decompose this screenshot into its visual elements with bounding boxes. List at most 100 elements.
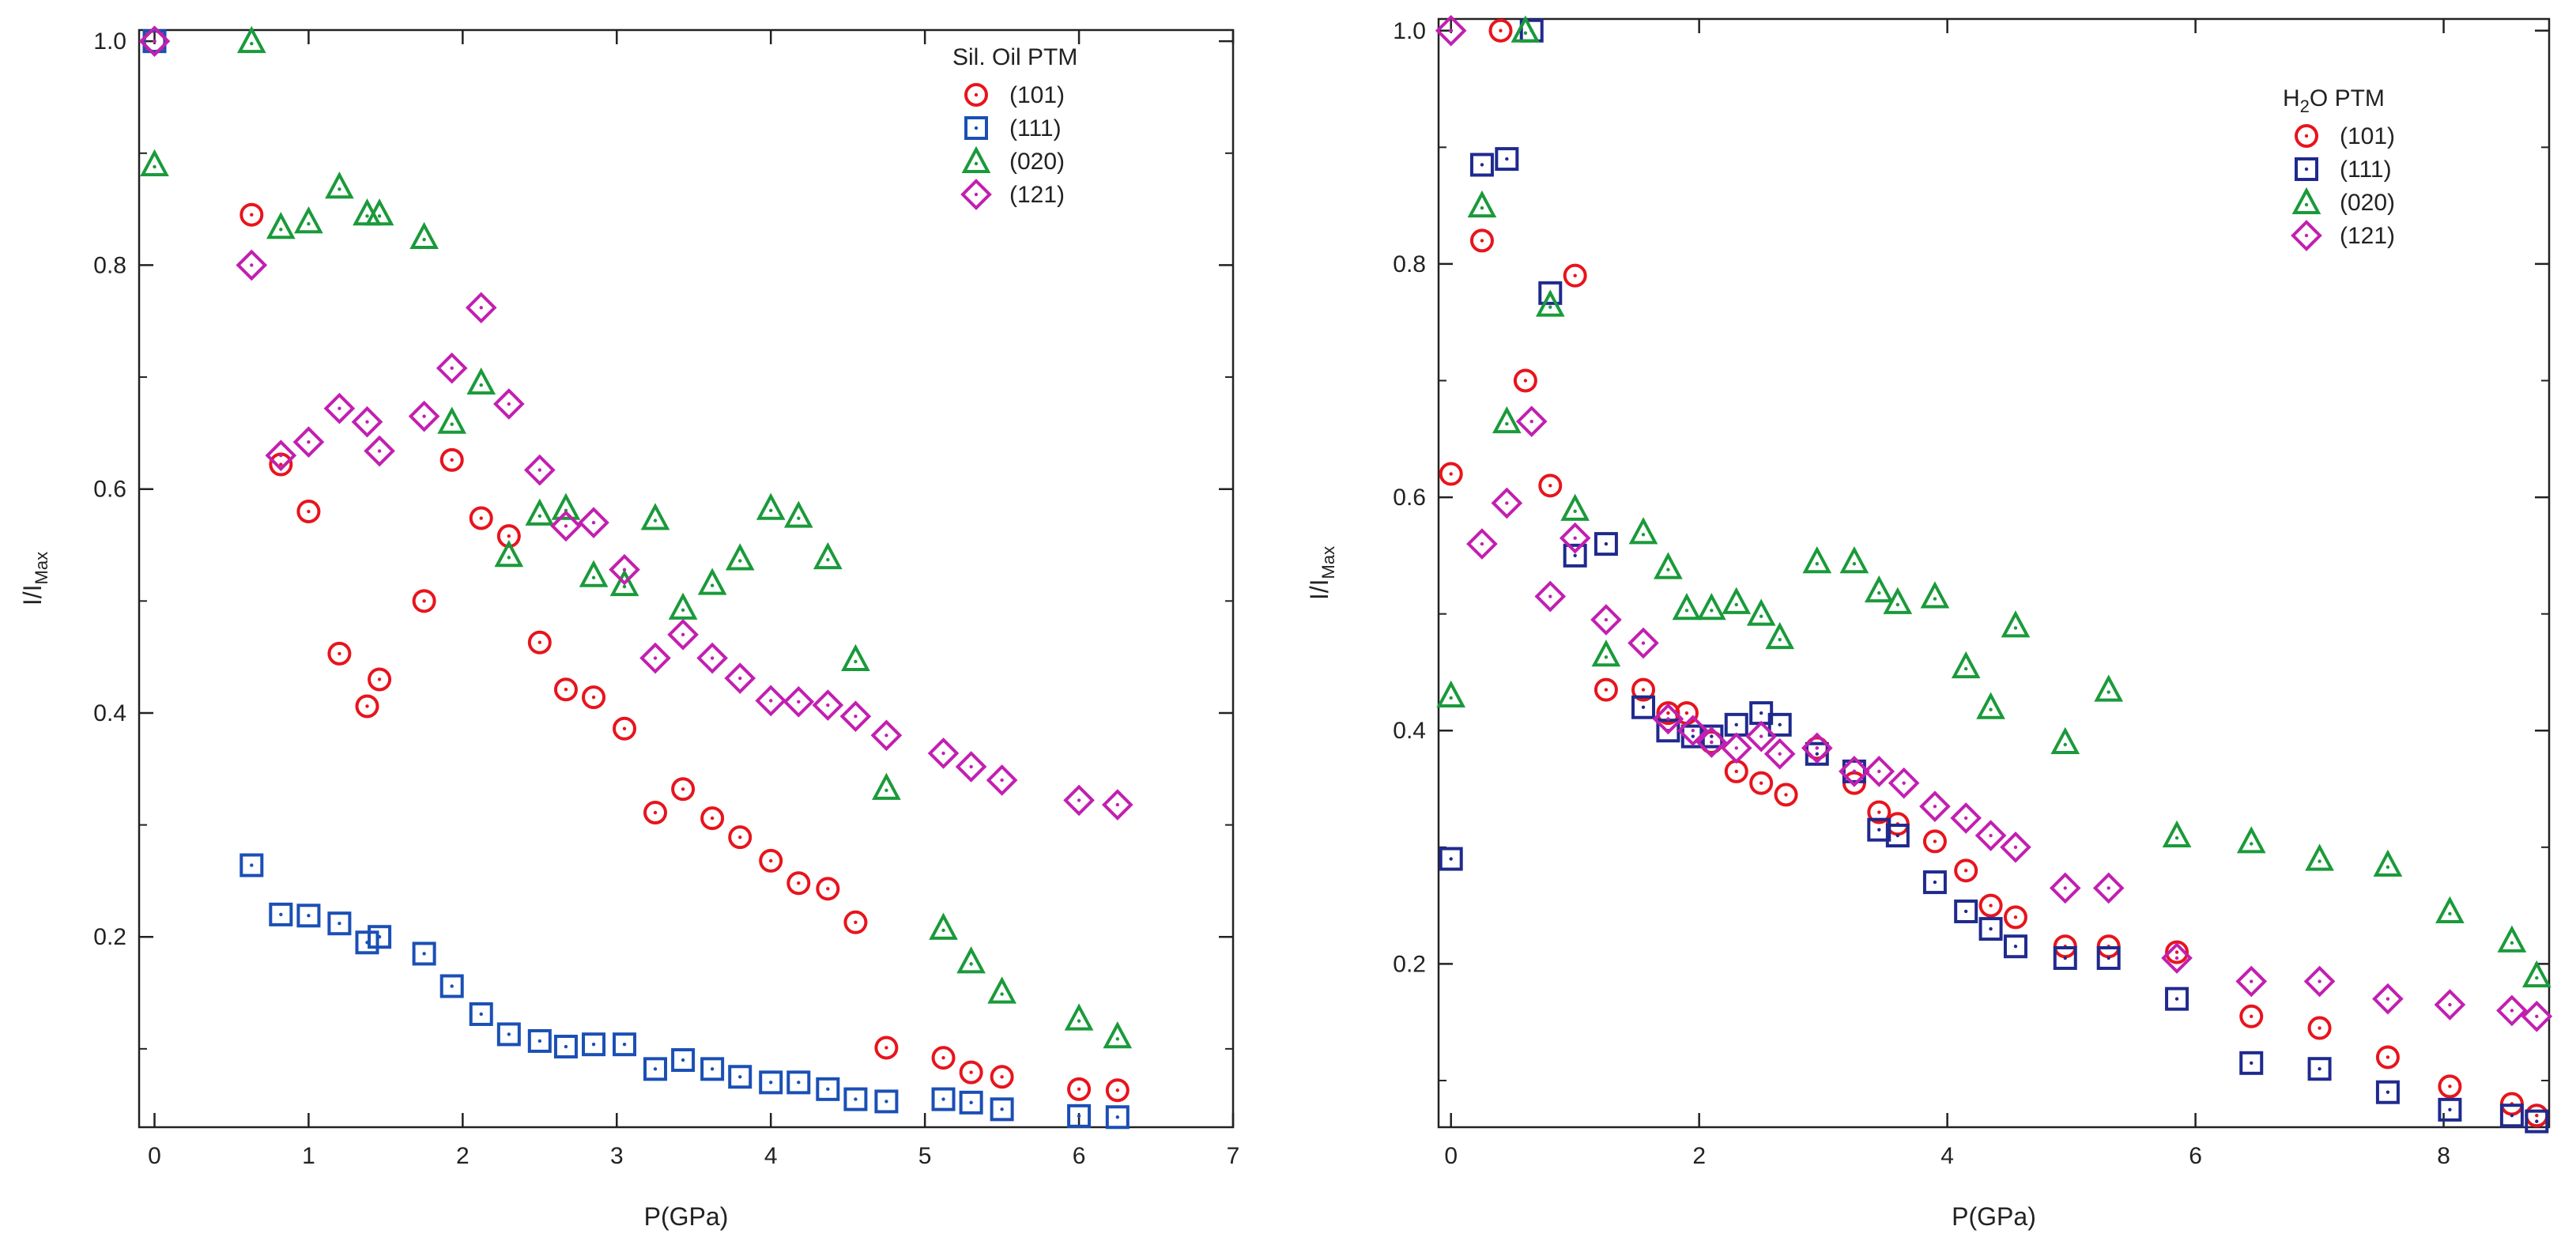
series-101-point-18 — [1922, 829, 1947, 854]
series-101-point-5 — [1563, 263, 1587, 288]
series-020-point-13 — [1765, 621, 1795, 650]
series-121-point-15 — [1839, 756, 1870, 787]
x-tick-label: 0 — [148, 1143, 161, 1169]
series-101-point-dot — [479, 516, 483, 520]
series-101-point-21 — [2003, 905, 2027, 930]
series-020-point-dot — [2063, 742, 2067, 747]
series-101-point-11 — [527, 630, 552, 655]
series-101-point-dot — [279, 462, 283, 466]
series-121-point-23 — [2092, 872, 2125, 904]
series-020-point-7 — [409, 221, 439, 250]
series-101-point-1 — [239, 202, 264, 227]
series-111-point-dot — [2106, 956, 2110, 960]
series-111 — [142, 29, 1130, 1130]
legend-marker-point-2 — [2291, 187, 2321, 214]
series-121-point-dot — [507, 402, 511, 406]
series-121-point-29 — [2496, 994, 2528, 1027]
series-101-point-23 — [874, 1036, 899, 1060]
series-121-point-25 — [2235, 965, 2268, 998]
series-121-point-25 — [955, 751, 987, 783]
series-111-point-19 — [1954, 899, 1978, 923]
series-101-point-dot — [564, 688, 568, 692]
series-121-point-dot — [2063, 886, 2067, 890]
x-tick-label: 3 — [610, 1143, 624, 1169]
series-101-point-5 — [355, 694, 379, 719]
series-111-point-dot — [1895, 833, 1900, 838]
series-121-point-dot — [2318, 979, 2321, 983]
series-121-point-dot — [681, 632, 685, 637]
legend-marker-point-dot — [974, 92, 979, 97]
series-020-point-10 — [494, 540, 524, 568]
series-111-point-dot — [2510, 1114, 2514, 1118]
series-121-point-16 — [1863, 756, 1895, 787]
series-111-point-dot — [622, 1042, 627, 1047]
series-111-point-4 — [1538, 281, 1563, 305]
series-121-point-1 — [236, 249, 268, 281]
series-101-point-dot — [450, 458, 454, 462]
series-101-point-dot — [738, 835, 742, 839]
series-111-point-4 — [327, 911, 352, 936]
series-101-point-dot — [681, 787, 685, 791]
series-111-point-dot — [826, 1087, 830, 1092]
series-101-point-dot — [307, 509, 311, 514]
series-020-point-dot — [2318, 859, 2321, 863]
series-020-point-dot — [250, 41, 254, 46]
legend-label: (111) — [1009, 115, 1062, 141]
series-101-point-dot — [2448, 1085, 2452, 1088]
series-121-point-9 — [465, 292, 497, 324]
series-020-point-28 — [1103, 1021, 1133, 1049]
series-121-point-28 — [1101, 789, 1133, 821]
series-121 — [138, 25, 1133, 821]
series-121-point-dot — [1077, 798, 1081, 802]
series-111-point-5 — [1563, 543, 1587, 568]
series-020-point-3 — [1511, 15, 1541, 43]
legend-marker-point-0 — [2295, 124, 2318, 148]
series-121-point-4 — [1534, 580, 1567, 613]
series-121-point-19 — [1950, 802, 1982, 834]
series-111-point-dot — [1573, 553, 1577, 558]
series-121-point-15 — [639, 642, 671, 674]
series-121-point-dot — [710, 656, 715, 660]
series-101-point-dot — [1877, 810, 1881, 814]
series-101-point-19 — [759, 848, 783, 873]
series-101-point-dot — [1641, 688, 1646, 692]
series-101-point-dot — [653, 810, 658, 815]
series-121-point-dot — [826, 703, 830, 707]
series-121-point-dot — [769, 699, 773, 703]
series-020-point-19 — [756, 492, 786, 520]
legend-marker-point-0 — [964, 83, 988, 107]
series-121-point-14 — [609, 553, 640, 586]
series-020-point-1 — [1467, 190, 1497, 218]
series-121-point-dot — [1666, 717, 1670, 721]
legend-label: (020) — [2340, 190, 2395, 216]
series-020 — [1436, 15, 2551, 988]
series-111-point-20 — [1978, 917, 2003, 941]
series-101-point-25 — [2239, 1004, 2264, 1028]
series-101-point-dot — [1684, 711, 1689, 715]
series-020-point-25 — [956, 946, 986, 974]
series-121-point-8 — [1652, 703, 1684, 735]
series-111-point-dot — [377, 935, 382, 939]
series-020-point-dot — [307, 221, 311, 226]
series-111-point-dot — [769, 1081, 773, 1085]
series-020-point-dot — [1989, 707, 1993, 711]
series-101-point-3 — [296, 500, 321, 524]
series-020-point-14 — [1802, 546, 1832, 574]
series-020-point-24 — [929, 912, 958, 940]
series-121-point-21 — [812, 689, 844, 721]
series-111-point-17 — [700, 1057, 725, 1081]
series-111-point-dot — [1710, 734, 1714, 738]
series-121-point-dot — [969, 764, 973, 769]
series-020-point-dot — [377, 214, 382, 218]
series-121-point-dot — [2386, 997, 2390, 1001]
series-111-point-dot — [250, 863, 254, 867]
y-tick-label: 1.0 — [93, 28, 126, 55]
series-101-point-20 — [1978, 893, 2003, 918]
x-tick-label: 7 — [1227, 1143, 1240, 1169]
series-121-point-dot — [1480, 541, 1484, 546]
series-101-point-dot — [1734, 769, 1738, 774]
series-111-point-16 — [1867, 817, 1891, 842]
series-020-point-18 — [725, 543, 755, 571]
series-111-point-dot — [1963, 909, 1968, 914]
series-101-point-dot — [1604, 688, 1609, 692]
